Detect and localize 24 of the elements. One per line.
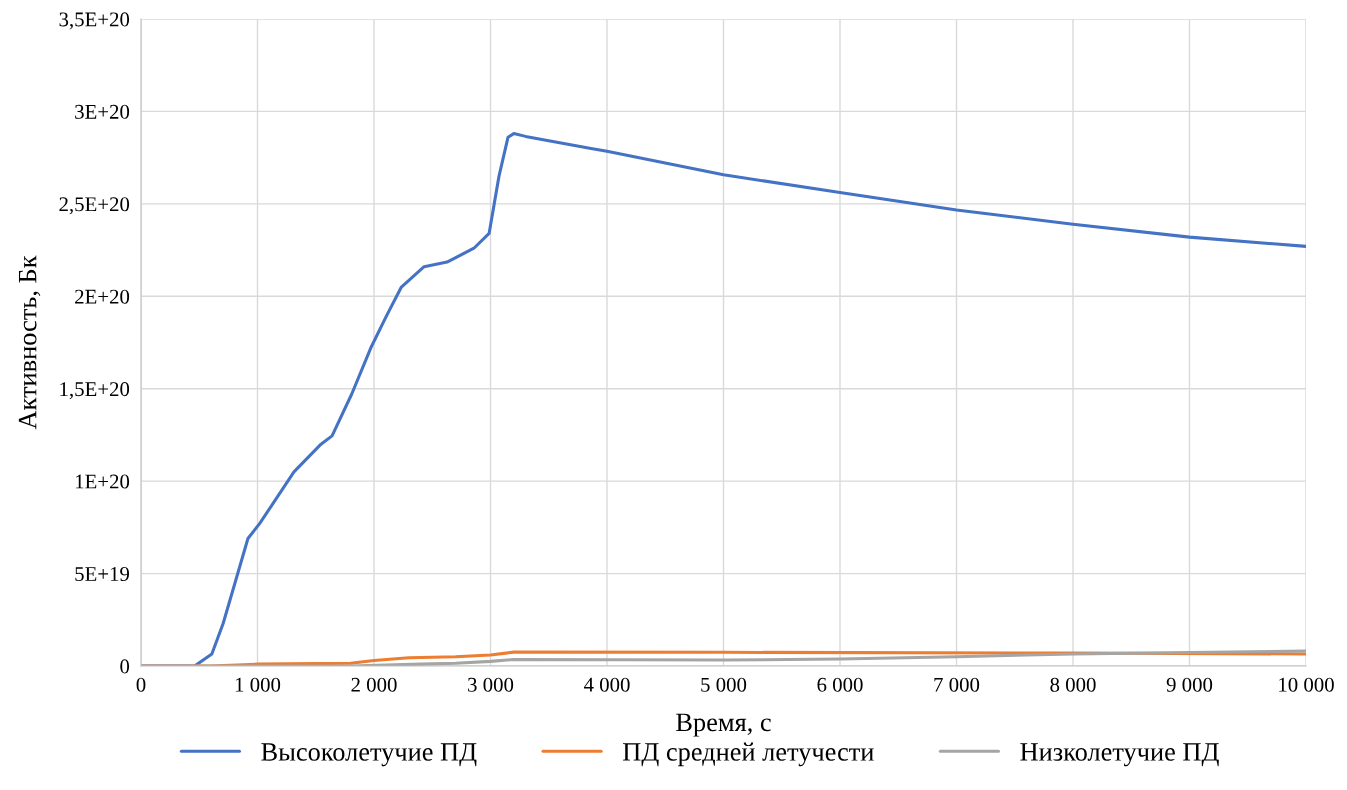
- y-tick-label: 3,5E+20: [59, 12, 130, 30]
- y-tick-label: 3E+20: [75, 104, 130, 119]
- x-tick-label: 3 000: [468, 677, 514, 692]
- x-tick-label: 8 000: [1050, 677, 1096, 692]
- y-tick-label: 2,5E+20: [59, 197, 130, 215]
- y-tick-label: 2E+20: [75, 289, 130, 304]
- x-axis-title: Время, с: [676, 713, 771, 737]
- legend-label: Высоколетучие ПД: [261, 743, 477, 767]
- x-tick-label: 6 000: [817, 677, 863, 692]
- y-tick-label: 5E+19: [75, 567, 130, 581]
- x-tick-label: 1 000: [235, 677, 281, 692]
- y-axis-title: Активность, Бк: [18, 255, 41, 430]
- y-tick-label: 0: [120, 659, 130, 674]
- legend-label: Низколетучие ПД: [1020, 743, 1219, 767]
- x-tick-label: 7 000: [934, 677, 980, 692]
- legend-label: ПД средней летучести: [623, 742, 874, 767]
- y-tick-label: 1E+20: [76, 474, 130, 489]
- x-tick-label: 9 000: [1166, 677, 1213, 692]
- x-tick-label: 0: [136, 677, 146, 692]
- x-tick-label: 2 000: [351, 677, 397, 692]
- x-tick-label: 10 000: [1279, 677, 1334, 692]
- y-tick-label: 1,5E+20: [60, 382, 130, 400]
- x-tick-label: 5 000: [701, 677, 747, 692]
- x-tick-label: 4 000: [583, 677, 630, 692]
